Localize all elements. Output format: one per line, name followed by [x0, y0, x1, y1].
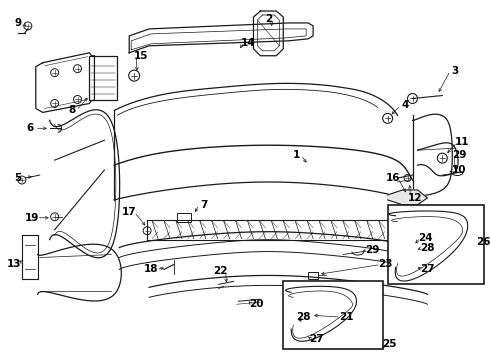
Text: 22: 22: [214, 266, 228, 276]
Bar: [408, 265, 417, 270]
Text: 4: 4: [402, 100, 409, 111]
Text: 25: 25: [382, 339, 397, 349]
Text: 23: 23: [378, 260, 393, 270]
Text: 20: 20: [249, 299, 264, 309]
Text: 29: 29: [366, 244, 380, 255]
Text: 17: 17: [122, 207, 137, 217]
Text: 15: 15: [134, 51, 148, 61]
Text: 2: 2: [265, 14, 272, 24]
Text: 29: 29: [452, 150, 466, 160]
Text: 9: 9: [14, 18, 22, 28]
Text: 21: 21: [339, 312, 353, 322]
Text: 16: 16: [385, 173, 400, 183]
Text: 27: 27: [420, 265, 435, 274]
Text: 28: 28: [420, 243, 435, 253]
Text: 5: 5: [14, 173, 22, 183]
Text: 12: 12: [408, 193, 423, 203]
Polygon shape: [388, 190, 427, 205]
Text: 11: 11: [455, 137, 469, 147]
Text: 3: 3: [452, 66, 459, 76]
Bar: [308, 273, 318, 279]
Bar: [177, 213, 191, 222]
Bar: [283, 282, 383, 349]
Bar: [90, 56, 117, 100]
Text: 14: 14: [241, 38, 256, 48]
Text: 27: 27: [309, 334, 323, 344]
Text: 19: 19: [24, 213, 39, 223]
Text: 13: 13: [7, 260, 21, 270]
Bar: [298, 332, 308, 338]
Bar: [388, 205, 484, 284]
Text: 18: 18: [144, 265, 158, 274]
Text: 26: 26: [476, 237, 490, 247]
Text: 1: 1: [293, 150, 300, 160]
Text: 7: 7: [200, 200, 207, 210]
Text: 6: 6: [26, 123, 33, 133]
Text: 10: 10: [452, 165, 466, 175]
Text: 24: 24: [418, 233, 433, 243]
Text: 8: 8: [68, 105, 75, 116]
Text: 28: 28: [296, 312, 311, 322]
